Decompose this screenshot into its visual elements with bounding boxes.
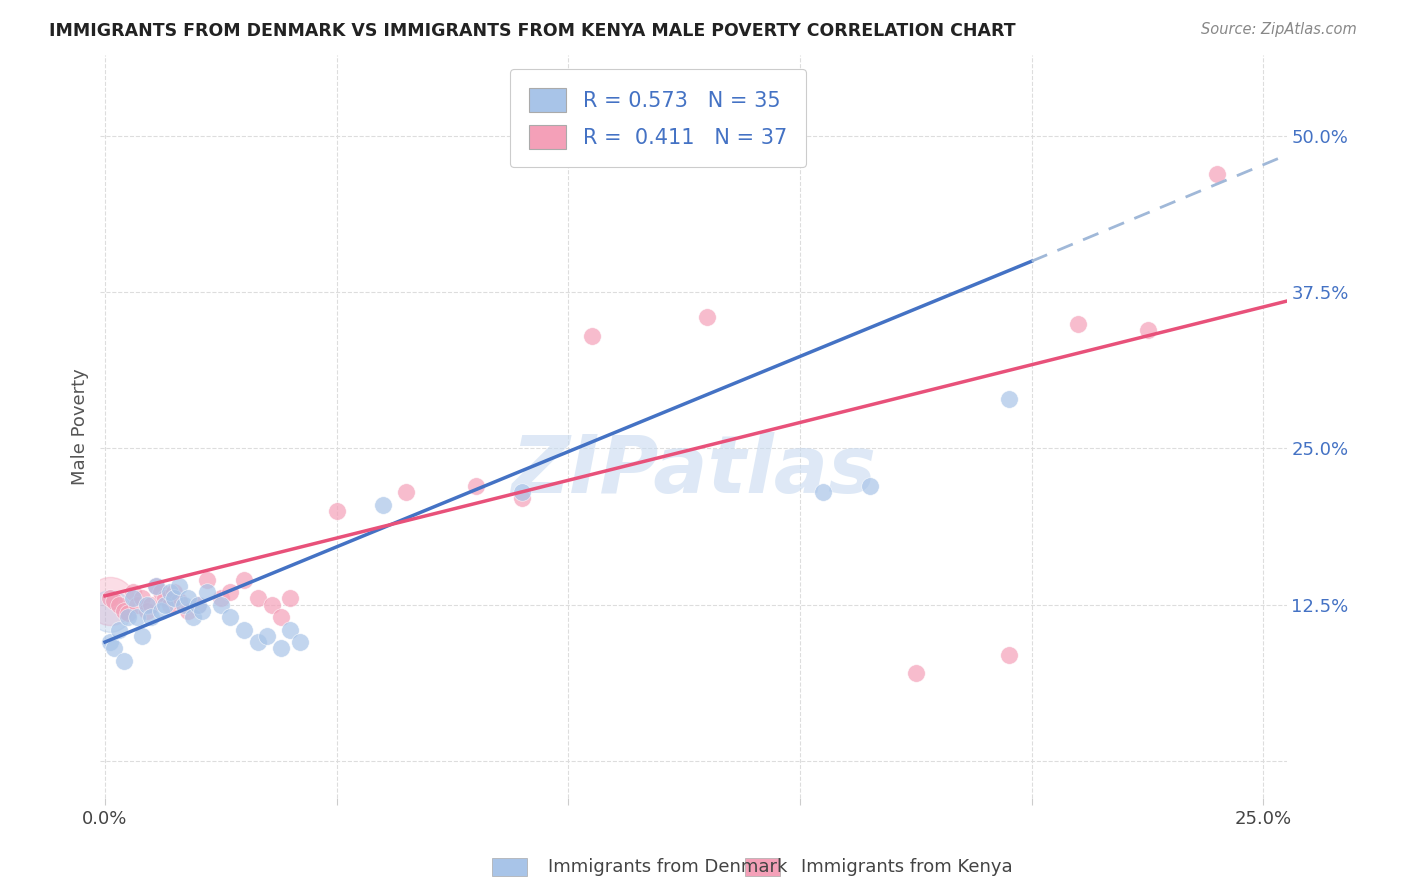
Point	[112, 604, 135, 618]
Point	[117, 607, 139, 621]
Point	[233, 623, 256, 637]
Point	[256, 629, 278, 643]
Point	[108, 623, 131, 637]
Point	[219, 610, 242, 624]
Point	[135, 598, 157, 612]
Legend: R = 0.573   N = 35, R =  0.411   N = 37: R = 0.573 N = 35, R = 0.411 N = 37	[510, 70, 806, 168]
Point	[145, 579, 167, 593]
Point	[510, 485, 533, 500]
Point	[260, 598, 283, 612]
Point	[195, 585, 218, 599]
Point	[209, 598, 232, 612]
Point	[173, 598, 195, 612]
Point	[233, 573, 256, 587]
Text: Immigrants from Kenya: Immigrants from Kenya	[801, 858, 1014, 876]
Point	[155, 598, 177, 612]
Point	[167, 594, 190, 608]
Point	[1067, 317, 1090, 331]
Point	[149, 585, 172, 599]
Point	[121, 585, 143, 599]
Point	[159, 598, 181, 612]
Point	[98, 604, 121, 618]
Point	[288, 635, 311, 649]
Point	[997, 648, 1019, 662]
Point	[195, 573, 218, 587]
Text: Source: ZipAtlas.com: Source: ZipAtlas.com	[1201, 22, 1357, 37]
Point	[997, 392, 1019, 406]
Point	[187, 598, 209, 612]
Point	[141, 598, 163, 612]
Point	[167, 579, 190, 593]
Point	[371, 498, 394, 512]
Point	[163, 585, 186, 599]
Text: IMMIGRANTS FROM DENMARK VS IMMIGRANTS FROM KENYA MALE POVERTY CORRELATION CHART: IMMIGRANTS FROM DENMARK VS IMMIGRANTS FR…	[49, 22, 1015, 40]
Point	[1136, 323, 1159, 337]
Point	[108, 598, 131, 612]
Point	[117, 610, 139, 624]
Text: Immigrants from Denmark: Immigrants from Denmark	[548, 858, 787, 876]
Point	[121, 591, 143, 606]
Point	[464, 479, 486, 493]
Point	[581, 329, 603, 343]
Point	[103, 594, 125, 608]
Point	[177, 591, 200, 606]
Point	[270, 610, 292, 624]
Point	[904, 666, 927, 681]
Point	[325, 504, 347, 518]
Point	[103, 641, 125, 656]
Point	[135, 604, 157, 618]
Point	[209, 591, 232, 606]
Point	[127, 598, 149, 612]
Point	[177, 604, 200, 618]
Point	[270, 641, 292, 656]
Point	[145, 579, 167, 593]
Point	[278, 623, 301, 637]
Point	[112, 654, 135, 668]
Point	[395, 485, 418, 500]
Point	[246, 591, 269, 606]
Point	[98, 635, 121, 649]
Point	[696, 310, 718, 325]
Point	[187, 598, 209, 612]
Point	[131, 629, 153, 643]
Y-axis label: Male Poverty: Male Poverty	[72, 368, 89, 485]
Point	[163, 591, 186, 606]
Point	[141, 610, 163, 624]
Point	[155, 591, 177, 606]
Point	[858, 479, 880, 493]
Point	[1206, 167, 1229, 181]
Point	[181, 610, 204, 624]
Point	[811, 485, 834, 500]
Point	[98, 594, 121, 608]
Point	[278, 591, 301, 606]
Point	[127, 610, 149, 624]
Point	[246, 635, 269, 649]
Point	[149, 604, 172, 618]
Point	[131, 591, 153, 606]
Point	[510, 491, 533, 506]
Point	[159, 585, 181, 599]
Text: ZIPatlas: ZIPatlas	[510, 433, 876, 510]
Point	[98, 591, 121, 606]
Point	[191, 604, 214, 618]
Point	[219, 585, 242, 599]
